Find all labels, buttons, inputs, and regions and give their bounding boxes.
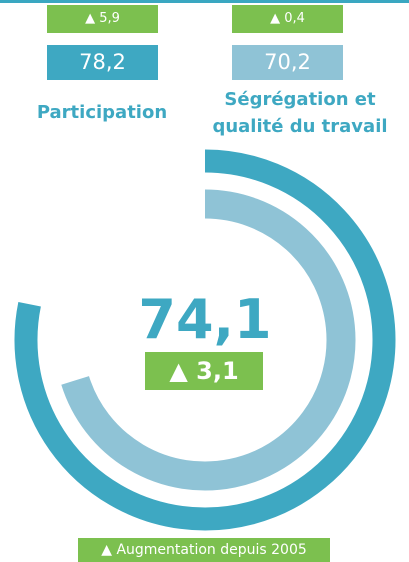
legend: ▲ Augmentation depuis 2005 <box>78 538 330 562</box>
up-arrow: ▲ <box>85 11 100 26</box>
series-name: Participation <box>7 99 197 126</box>
value-box-text: 70,2 <box>264 50 311 74</box>
series-name-text: Participation <box>36 102 168 123</box>
total-change: ▲ 3,1 <box>145 352 263 390</box>
up-arrow: ▲ <box>169 357 197 385</box>
up-arrow: ▲ <box>101 542 117 558</box>
up-arrow: ▲ <box>270 11 285 26</box>
change-badge-text: 5,9 <box>99 11 120 26</box>
series-name: Ségrégation et qualité du travail <box>205 86 395 140</box>
change-badge-text: 0,4 <box>284 11 305 26</box>
value-box: 78,2 <box>47 45 158 80</box>
legend-text: Augmentation depuis 2005 <box>116 542 307 558</box>
value-box: 70,2 <box>232 45 343 80</box>
series-name-text: Ségrégation et qualité du travail <box>212 89 388 137</box>
top-rule <box>0 0 409 3</box>
change-badge: ▲ 5,9 <box>47 5 158 33</box>
change-badge: ▲ 0,4 <box>232 5 343 33</box>
arc <box>14 149 396 531</box>
total-change-text: 3,1 <box>196 357 239 385</box>
total-value: 74,1 <box>138 288 271 351</box>
arc <box>61 189 356 491</box>
value-box-text: 78,2 <box>79 50 126 74</box>
